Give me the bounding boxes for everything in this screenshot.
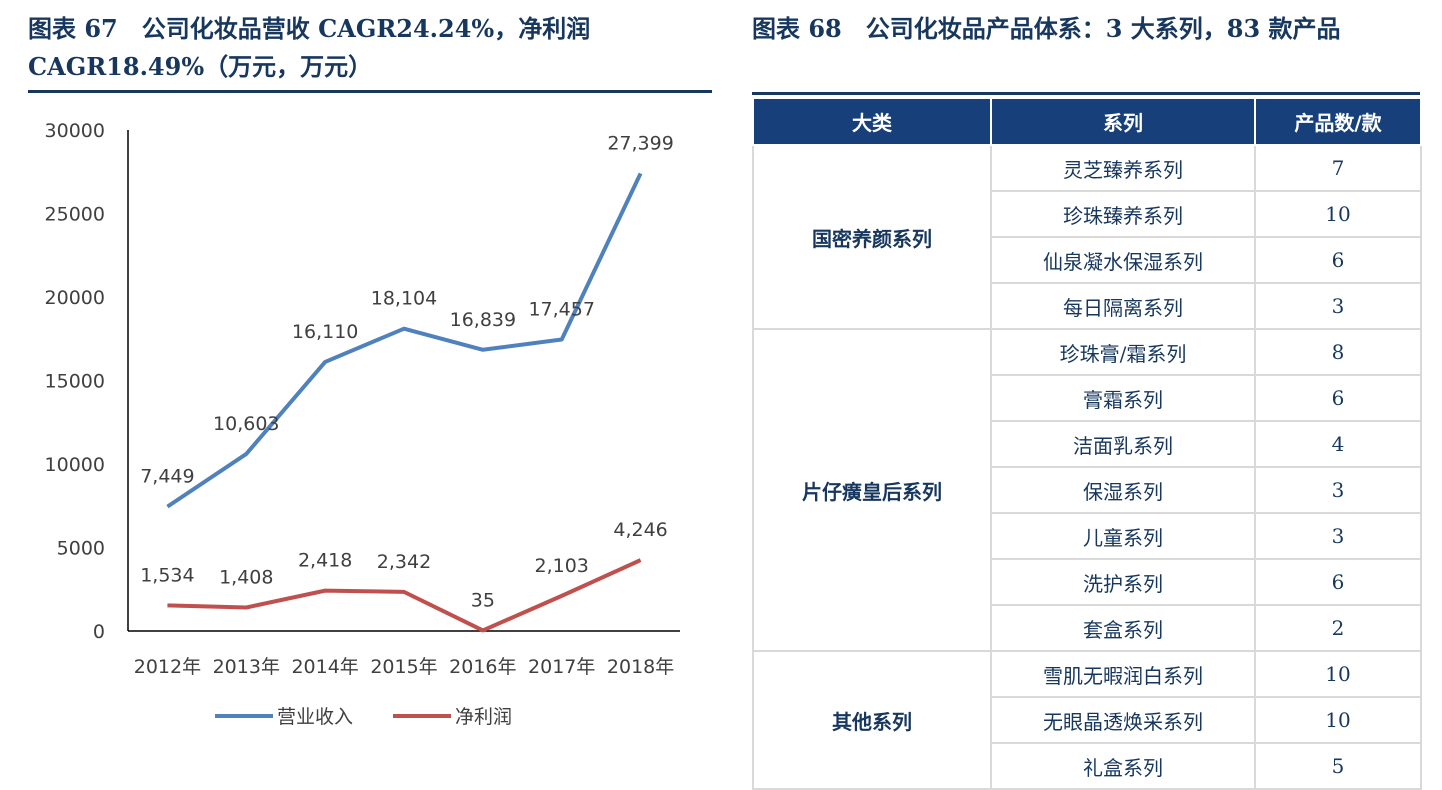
series-cell: 灵芝臻养系列 xyxy=(990,144,1256,192)
x-tick-label: 2018年 xyxy=(607,656,674,678)
category-cell: 其他系列 xyxy=(752,650,992,790)
data-label: 16,839 xyxy=(450,309,516,331)
data-label: 35 xyxy=(471,589,495,611)
data-label: 2,103 xyxy=(535,555,589,577)
x-tick-label: 2017年 xyxy=(528,656,595,678)
y-tick-label: 10000 xyxy=(45,454,105,476)
y-tick-label: 20000 xyxy=(45,287,105,309)
x-tick-label: 2013年 xyxy=(213,656,280,678)
table-row: 国密养颜系列 灵芝臻养系列 7 xyxy=(752,144,1422,330)
y-tick-label: 25000 xyxy=(45,204,105,226)
column-header: 系列 xyxy=(990,97,1256,146)
table-row: 洁面乳系列 4 xyxy=(753,420,1422,468)
figure-67-title: 图表 67 公司化妆品营收 CAGR24.24%，净利润 CAGR18.49%（… xyxy=(28,14,591,81)
data-label: 27,399 xyxy=(607,132,673,154)
table-row: 洗护系列 6 xyxy=(753,558,1422,606)
series-cell: 洗护系列 xyxy=(990,558,1256,606)
count-cell: 7 xyxy=(1254,144,1422,192)
series-cell: 雪肌无暇润白系列 xyxy=(990,650,1256,698)
table-row: 仙泉凝水保湿系列 6 xyxy=(753,236,1422,284)
data-label: 1,534 xyxy=(140,564,194,586)
count-cell: 2 xyxy=(1254,604,1422,652)
x-tick-label: 2016年 xyxy=(449,656,516,678)
table-row: 膏霜系列 6 xyxy=(753,374,1422,422)
line-chart: 0 5000 10000 15000 20000 25000 30000 2012年 2013年… xyxy=(45,120,680,728)
title-rule xyxy=(752,92,1420,95)
count-cell: 6 xyxy=(1254,558,1422,606)
count-cell: 3 xyxy=(1254,466,1422,514)
count-cell: 10 xyxy=(1254,696,1422,744)
legend-label: 净利润 xyxy=(455,706,512,728)
product-table: 大类 系列 产品数/款 国密养颜系列 灵芝臻养系列 7 珍珠臻养系列 10 仙泉凝水保湿系列 6… xyxy=(752,97,1422,790)
table-row: 儿童系列 3 xyxy=(753,512,1422,560)
series-cell: 珍珠臻养系列 xyxy=(990,190,1256,238)
data-label: 18,104 xyxy=(371,288,437,310)
data-label: 17,457 xyxy=(528,298,594,320)
series-cell: 无眼晶透焕采系列 xyxy=(990,696,1256,744)
x-tick-label: 2012年 xyxy=(134,656,201,678)
table-row: 无眼晶透焕采系列 10 xyxy=(753,696,1422,744)
series-cell: 洁面乳系列 xyxy=(990,420,1256,468)
count-cell: 4 xyxy=(1254,420,1422,468)
series-line-1 xyxy=(167,558,642,633)
series-cell: 保湿系列 xyxy=(990,466,1256,514)
table-row: 每日隔离系列 3 xyxy=(753,282,1422,330)
x-tick-label: 2014年 xyxy=(291,656,358,678)
data-label: 1,408 xyxy=(219,566,273,588)
data-label: 2,418 xyxy=(298,550,352,572)
y-tick-label: 15000 xyxy=(45,371,105,393)
category-cell: 片仔癀皇后系列 xyxy=(752,328,992,652)
table-row: 套盒系列 2 xyxy=(753,604,1422,652)
table-row: 珍珠臻养系列 10 xyxy=(753,190,1422,238)
column-header: 产品数/款 xyxy=(1254,97,1422,146)
title-rule xyxy=(28,90,712,93)
table-row: 片仔癀皇后系列 珍珠膏/霜系列 8 xyxy=(752,328,1422,652)
category-cell: 国密养颜系列 xyxy=(752,144,992,330)
table-row: 其他系列 雪肌无暇润白系列 10 xyxy=(752,650,1422,790)
column-header: 大类 xyxy=(752,97,992,146)
series-cell: 仙泉凝水保湿系列 xyxy=(990,236,1256,284)
count-cell: 10 xyxy=(1254,650,1422,698)
y-tick-label: 30000 xyxy=(45,120,105,142)
count-cell: 8 xyxy=(1254,328,1422,376)
series-cell: 每日隔离系列 xyxy=(990,282,1256,330)
series-cell: 膏霜系列 xyxy=(990,374,1256,422)
series-cell: 珍珠膏/霜系列 xyxy=(990,328,1256,376)
data-label: 16,110 xyxy=(292,321,358,343)
series-line-0 xyxy=(166,172,643,509)
table-row: 保湿系列 3 xyxy=(753,466,1422,514)
legend-label: 营业收入 xyxy=(277,706,353,728)
count-cell: 3 xyxy=(1254,282,1422,330)
data-label: 10,603 xyxy=(213,413,279,435)
y-tick-label: 0 xyxy=(93,621,105,643)
figure-68-title: 图表 68 公司化妆品产品体系：3 大系列，83 款产品 xyxy=(752,14,1341,43)
count-cell: 6 xyxy=(1254,374,1422,422)
count-cell: 10 xyxy=(1254,190,1422,238)
data-label: 4,246 xyxy=(613,519,667,541)
data-label: 2,342 xyxy=(377,551,431,573)
count-cell: 5 xyxy=(1254,742,1422,790)
series-cell: 礼盒系列 xyxy=(990,742,1256,790)
x-tick-label: 2015年 xyxy=(370,656,437,678)
y-tick-label: 5000 xyxy=(57,538,105,560)
data-label: 7,449 xyxy=(140,466,194,488)
count-cell: 3 xyxy=(1254,512,1422,560)
series-cell: 套盒系列 xyxy=(990,604,1256,652)
count-cell: 6 xyxy=(1254,236,1422,284)
series-cell: 儿童系列 xyxy=(990,512,1256,560)
